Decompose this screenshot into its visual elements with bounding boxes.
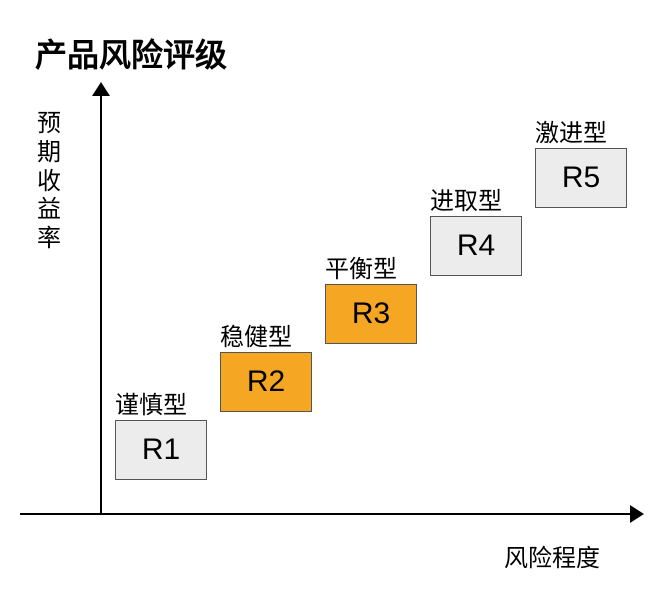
y-axis bbox=[100, 90, 102, 515]
risk-code: R4 bbox=[457, 229, 495, 263]
risk-code: R1 bbox=[142, 433, 180, 467]
chart-area: R1 谨慎型 R2 稳健型 R3 平衡型 R4 进取型 R5 激进型 bbox=[0, 0, 660, 598]
risk-box-r2: R2 bbox=[220, 352, 312, 412]
x-axis-arrow bbox=[630, 505, 644, 523]
risk-box-r4: R4 bbox=[430, 216, 522, 276]
risk-code: R3 bbox=[352, 297, 390, 331]
x-axis bbox=[20, 513, 635, 515]
category-label-r3: 平衡型 bbox=[325, 249, 397, 284]
risk-box-r5: R5 bbox=[535, 148, 627, 208]
risk-code: R2 bbox=[247, 365, 285, 399]
category-label-r5: 激进型 bbox=[535, 113, 607, 148]
risk-code: R5 bbox=[562, 161, 600, 195]
risk-box-r3: R3 bbox=[325, 284, 417, 344]
category-label-r1: 谨慎型 bbox=[115, 385, 187, 420]
risk-box-r1: R1 bbox=[115, 420, 207, 480]
category-label-r2: 稳健型 bbox=[220, 317, 292, 352]
y-axis-arrow bbox=[92, 82, 110, 96]
category-label-r4: 进取型 bbox=[430, 181, 502, 216]
